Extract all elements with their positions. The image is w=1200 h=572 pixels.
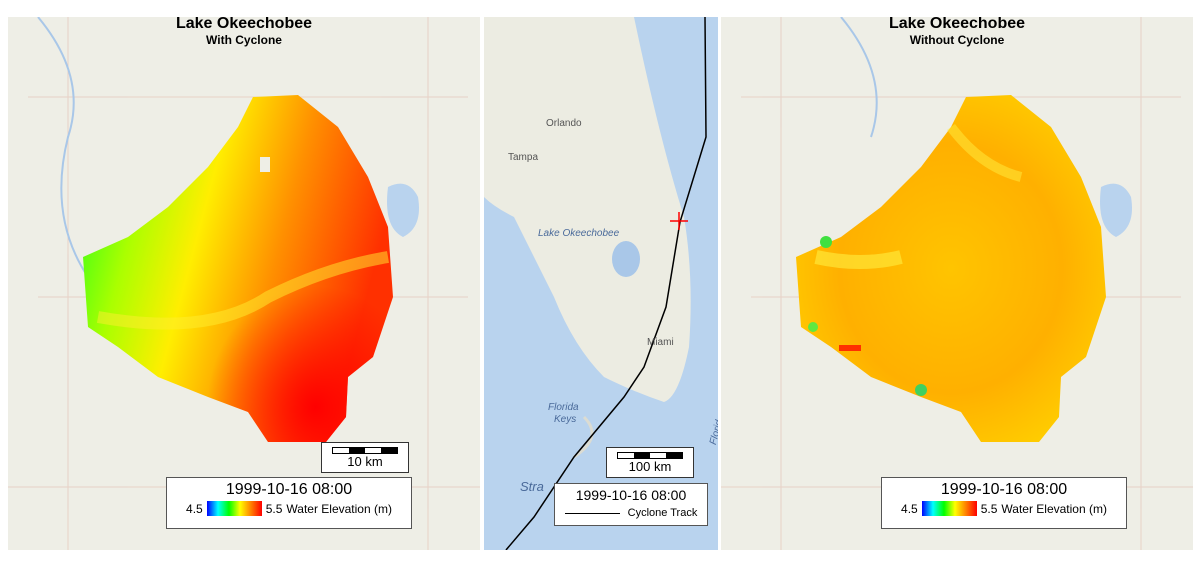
florida-peninsula xyxy=(484,17,691,402)
map-title: Lake Okeechobee xyxy=(175,17,313,32)
keys-label: Keys xyxy=(554,414,577,425)
map-title: Lake Okeechobee xyxy=(888,17,1026,32)
cyclone-track xyxy=(505,17,707,550)
keys-label: Florida xyxy=(548,402,579,413)
legend-label: Water Elevation (m) xyxy=(286,501,392,516)
map-panel-overview: Orlando Tampa Miami Lake Okeechobee Flor… xyxy=(484,17,718,550)
map-subtitle: Without Cyclone xyxy=(909,33,1005,47)
city-label: Tampa xyxy=(508,152,539,163)
color-ramp xyxy=(206,501,262,516)
lake-okeechobee xyxy=(612,241,640,277)
legend-min: 4.5 xyxy=(901,501,918,516)
map-panel-without-cyclone: Lake Okeechobee Without Cyclone 1999-10-… xyxy=(721,17,1193,550)
lake-elevation-field xyxy=(796,95,1106,442)
legend-label: Cyclone Track xyxy=(627,507,698,519)
scale-bar: 10 km xyxy=(321,442,409,473)
timestamp: 1999-10-16 08:00 xyxy=(940,481,1068,498)
cyclone-position-marker xyxy=(670,212,688,230)
legend-label: Water Elevation (m) xyxy=(1001,501,1107,516)
strait-label: Stra xyxy=(520,479,544,494)
scale-label: 100 km xyxy=(628,459,672,474)
map-subtitle: With Cyclone xyxy=(206,33,282,47)
legend: 1999-10-16 08:00 4.5 5.5 Water Elevation… xyxy=(166,477,412,529)
map-panel-with-cyclone: Lake Okeechobee With Cyclone 10 km 1999-… xyxy=(8,17,480,550)
legend: 1999-10-16 08:00 Cyclone Track xyxy=(554,483,708,526)
legend-max: 5.5 xyxy=(980,501,998,516)
scale-label: 10 km xyxy=(347,454,383,469)
map-background xyxy=(721,17,1193,550)
city-label: Miami xyxy=(647,337,674,348)
track-swatch xyxy=(564,512,620,514)
scale-bar: 100 km xyxy=(606,447,694,478)
timestamp: 1999-10-16 08:00 xyxy=(575,487,687,503)
city-label: Orlando xyxy=(546,118,582,129)
legend-max: 5.5 xyxy=(265,501,283,516)
legend: 1999-10-16 08:00 4.5 5.5 Water Elevation… xyxy=(881,477,1127,529)
lake-label: Lake Okeechobee xyxy=(538,228,620,239)
legend-min: 4.5 xyxy=(186,501,203,516)
map-background xyxy=(8,17,480,550)
timestamp: 1999-10-16 08:00 xyxy=(225,481,353,498)
color-ramp xyxy=(921,501,977,516)
